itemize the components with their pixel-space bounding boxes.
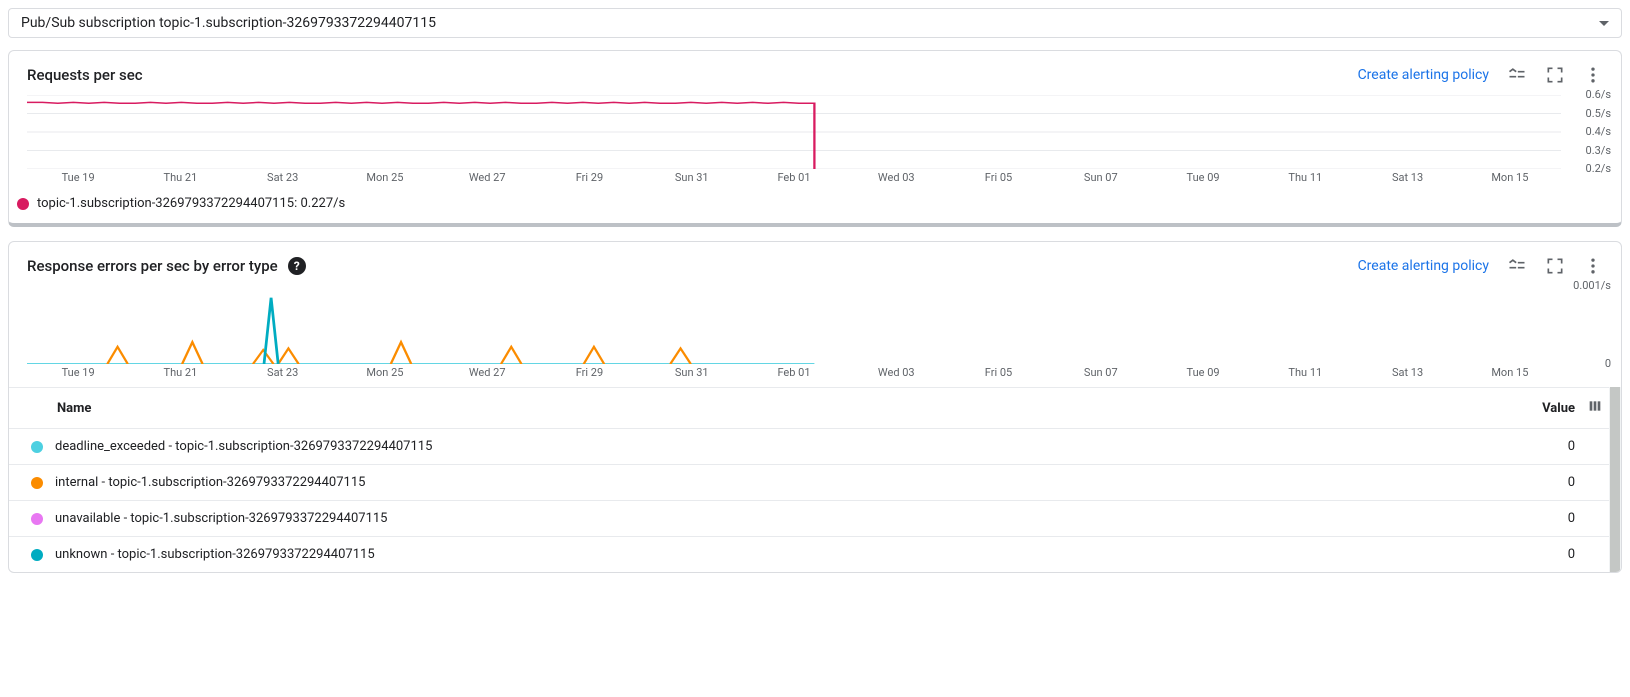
- row-name-label: deadline_exceeded - topic-1.subscription…: [55, 439, 432, 454]
- chart1-x-axis: Tue 19Thu 21Sat 23Mon 25Wed 27Fri 29Sun …: [27, 171, 1561, 184]
- series-dot: [31, 513, 43, 525]
- card-header: Response errors per sec by error type ? …: [9, 242, 1621, 276]
- create-alert-link[interactable]: Create alerting policy: [1358, 258, 1489, 274]
- x-tick-label: Tue 09: [1152, 366, 1254, 379]
- x-tick-label: Sat 13: [1356, 366, 1458, 379]
- legend-toggle-icon[interactable]: [1507, 65, 1527, 85]
- x-tick-label: Sun 07: [1050, 366, 1152, 379]
- row-value: 0: [1515, 439, 1575, 454]
- x-tick-label: Fri 05: [947, 171, 1049, 184]
- x-tick-label: Mon 25: [334, 366, 436, 379]
- legend-toggle-icon[interactable]: [1507, 256, 1527, 276]
- x-tick-label: Tue 19: [27, 171, 129, 184]
- y-tick-label: 0.4/s: [1586, 125, 1611, 138]
- more-vert-icon[interactable]: [1583, 256, 1603, 276]
- x-tick-label: Thu 11: [1254, 366, 1356, 379]
- help-icon[interactable]: ?: [288, 257, 306, 275]
- x-tick-label: Wed 03: [845, 171, 947, 184]
- fullscreen-icon[interactable]: [1545, 65, 1565, 85]
- x-tick-label: Thu 11: [1254, 171, 1356, 184]
- row-value: 0: [1515, 511, 1575, 526]
- chart1-y-axis: 0.6/s0.5/s0.4/s0.3/s0.2/s: [1561, 95, 1615, 169]
- chevron-down-icon: [1599, 21, 1609, 26]
- x-tick-label: Sat 23: [232, 171, 334, 184]
- row-name-label: unknown - topic-1.subscription-326979337…: [55, 547, 375, 562]
- row-value: 0: [1515, 475, 1575, 490]
- y-tick-label: 0.001/s: [1573, 279, 1611, 292]
- row-name-label: unavailable - topic-1.subscription-32697…: [55, 511, 388, 526]
- error-table: Name Value deadline_exceeded - topic-1.s…: [9, 387, 1621, 572]
- x-tick-label: Sun 07: [1050, 171, 1152, 184]
- resource-dropdown[interactable]: Pub/Sub subscription topic-1.subscriptio…: [8, 8, 1622, 38]
- series-dot: [31, 477, 43, 489]
- y-tick-label: 0.6/s: [1586, 88, 1611, 101]
- table-row[interactable]: unavailable - topic-1.subscription-32697…: [9, 500, 1621, 536]
- x-tick-label: Feb 01: [743, 366, 845, 379]
- x-tick-label: Feb 01: [743, 171, 845, 184]
- chart1-title: Requests per sec: [27, 66, 143, 84]
- table-header-name: Name: [31, 401, 1515, 416]
- row-value: 0: [1515, 547, 1575, 562]
- chart2-plot-row: Tue 19Thu 21Sat 23Mon 25Wed 27Fri 29Sun …: [9, 276, 1621, 379]
- series-dot: [31, 441, 43, 453]
- x-tick-label: Wed 03: [845, 366, 947, 379]
- x-tick-label: Fri 29: [538, 366, 640, 379]
- more-vert-icon[interactable]: [1583, 65, 1603, 85]
- x-tick-label: Wed 27: [436, 366, 538, 379]
- table-header: Name Value: [9, 387, 1621, 428]
- x-tick-label: Mon 25: [334, 171, 436, 184]
- chart1-legend: topic-1.subscription-3269793372294407115…: [9, 184, 1621, 223]
- series-dot: [31, 549, 43, 561]
- chart2-title: Response errors per sec by error type: [27, 257, 278, 275]
- table-header-value: Value: [1515, 401, 1575, 416]
- table-row[interactable]: deadline_exceeded - topic-1.subscription…: [9, 428, 1621, 464]
- chart2-plot: [27, 286, 1561, 364]
- x-tick-label: Tue 19: [27, 366, 129, 379]
- chart2-y-axis: 0.001/s0: [1561, 286, 1615, 364]
- chart1-plot: [27, 95, 1561, 169]
- chart1-plot-row: Tue 19Thu 21Sat 23Mon 25Wed 27Fri 29Sun …: [9, 85, 1621, 184]
- x-tick-label: Tue 09: [1152, 171, 1254, 184]
- response-errors-card: Response errors per sec by error type ? …: [8, 241, 1622, 573]
- x-tick-label: Sat 23: [232, 366, 334, 379]
- x-tick-label: Thu 21: [129, 366, 231, 379]
- x-tick-label: Mon 15: [1459, 366, 1561, 379]
- row-name-label: internal - topic-1.subscription-32697933…: [55, 475, 365, 490]
- fullscreen-icon[interactable]: [1545, 256, 1565, 276]
- x-tick-label: Sat 13: [1356, 171, 1458, 184]
- columns-icon[interactable]: [1575, 398, 1603, 418]
- requests-per-sec-card: Requests per sec Create alerting policy …: [8, 50, 1622, 227]
- x-tick-label: Sun 31: [641, 171, 743, 184]
- y-tick-label: 0.5/s: [1586, 107, 1611, 120]
- y-tick-label: 0.3/s: [1586, 144, 1611, 157]
- x-tick-label: Wed 27: [436, 171, 538, 184]
- legend-dot: [17, 198, 29, 210]
- chart1-legend-label: topic-1.subscription-3269793372294407115…: [37, 196, 345, 211]
- table-row[interactable]: unknown - topic-1.subscription-326979337…: [9, 536, 1621, 572]
- card-header: Requests per sec Create alerting policy: [9, 51, 1621, 85]
- x-tick-label: Fri 05: [947, 366, 1049, 379]
- table-row[interactable]: internal - topic-1.subscription-32697933…: [9, 464, 1621, 500]
- x-tick-label: Mon 15: [1459, 171, 1561, 184]
- x-tick-label: Thu 21: [129, 171, 231, 184]
- x-tick-label: Sun 31: [641, 366, 743, 379]
- scrollbar[interactable]: [1609, 387, 1621, 572]
- resource-dropdown-label: Pub/Sub subscription topic-1.subscriptio…: [21, 15, 436, 31]
- y-tick-label: 0.2/s: [1586, 162, 1611, 175]
- create-alert-link[interactable]: Create alerting policy: [1358, 67, 1489, 83]
- x-tick-label: Fri 29: [538, 171, 640, 184]
- chart2-x-axis: Tue 19Thu 21Sat 23Mon 25Wed 27Fri 29Sun …: [27, 366, 1561, 379]
- y-tick-label: 0: [1605, 357, 1611, 370]
